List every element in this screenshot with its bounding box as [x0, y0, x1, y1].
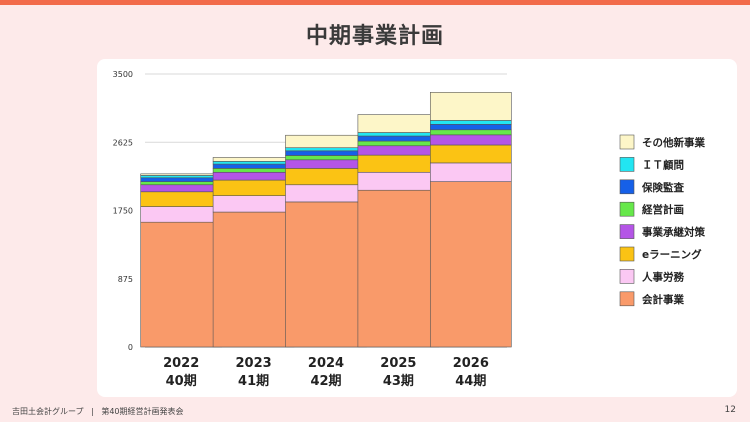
- y-tick-label: 1750: [113, 207, 133, 216]
- x-tick-sublabel: 43期: [383, 374, 414, 389]
- bar-segment: [285, 184, 367, 203]
- legend-label: その他新事業: [642, 136, 705, 149]
- x-tick-label: 2025: [380, 356, 416, 371]
- bar-segment: [429, 144, 512, 164]
- bar-segment: [212, 163, 295, 169]
- bar-segment: [357, 154, 440, 173]
- x-tick-sublabel: 42期: [310, 374, 341, 389]
- legend-label: 事業承継対策: [642, 226, 705, 239]
- bar-segment: [140, 175, 223, 179]
- bar-segment: [212, 179, 295, 196]
- x-tick-sublabel: 44期: [455, 374, 486, 389]
- bar-segment: [140, 221, 223, 348]
- legend-label: 経営計画: [642, 203, 684, 216]
- y-tick-label: 0: [128, 343, 133, 352]
- bar-segment: [212, 168, 295, 173]
- bar-segment: [212, 211, 295, 348]
- bar-segment: [285, 155, 367, 161]
- bar-segment: [429, 129, 512, 136]
- bar-segment: [140, 184, 223, 193]
- legend-label: 人事労務: [642, 270, 684, 283]
- bar-segment: [357, 189, 440, 348]
- footer-subtitle: 第40期経営計画発表会: [101, 407, 184, 416]
- x-tick-label: 2026: [453, 356, 489, 371]
- legend-swatch: [619, 224, 635, 239]
- bar-segment: [140, 177, 223, 182]
- x-tick-label: 2024: [308, 356, 344, 371]
- page-title: 中期事業計画: [305, 24, 444, 49]
- legend-swatch: [619, 157, 635, 172]
- y-tick-label: 2625: [113, 138, 133, 147]
- bar-segment: [357, 145, 440, 156]
- legend-label: 会計事業: [642, 293, 684, 306]
- x-tick-label: 2022: [163, 356, 199, 371]
- stacked-bar-chart: 0 875 1750 2625 3500 2022 40期 2023 41期 2024 42期 202…: [113, 70, 706, 389]
- bar-segment: [285, 159, 367, 169]
- x-tick-label: 2023: [236, 356, 272, 371]
- x-tick-sublabel: 40期: [166, 374, 197, 389]
- bar-segment: [429, 134, 512, 146]
- legend-swatch: [619, 269, 635, 284]
- y-tick-label: 3500: [113, 70, 133, 79]
- footer: 吉田土会計グループ | 第40期経営計画発表会: [12, 406, 184, 417]
- bar-segment: [429, 92, 512, 121]
- bar-segment: [140, 191, 223, 207]
- legend-swatch: [619, 201, 635, 217]
- bar-segment: [429, 162, 512, 182]
- legend-label: eラーニング: [642, 248, 702, 261]
- legend-swatch: [619, 179, 635, 195]
- bar-segment: [140, 206, 223, 223]
- legend-swatch: [619, 291, 635, 307]
- bar-segment: [429, 120, 512, 125]
- y-tick-label: 875: [118, 275, 133, 284]
- bar-segment: [357, 135, 440, 142]
- bar-segment: [212, 195, 295, 213]
- x-tick-sublabel: 41期: [238, 374, 269, 389]
- bar-segment: [285, 168, 367, 186]
- bar-segment: [140, 181, 223, 186]
- bar-segment: [285, 150, 367, 156]
- bar-segment: [357, 114, 440, 133]
- page-number: 12: [724, 405, 736, 415]
- bar-segment: [212, 157, 295, 162]
- footer-company: 吉田土会計グループ: [12, 407, 84, 416]
- bar-segment: [285, 147, 367, 152]
- bar-segment: [429, 181, 512, 348]
- legend-swatch: [619, 246, 635, 262]
- legend-swatch: [619, 134, 635, 150]
- bar-segment: [357, 171, 440, 191]
- bar-segment: [212, 171, 295, 181]
- bar-segment: [285, 134, 367, 149]
- footer-separator: |: [91, 407, 94, 416]
- top-accent-bar: [0, 0, 750, 5]
- bar-segment: [212, 161, 295, 165]
- legend-label: 保険監査: [641, 181, 684, 194]
- legend-label: ＩＴ顧問: [642, 158, 684, 171]
- bar-segment: [357, 132, 440, 137]
- bar-segment: [285, 201, 367, 348]
- bar-segment: [357, 140, 440, 147]
- bar-segment: [429, 124, 512, 131]
- bar-segment: [140, 173, 223, 176]
